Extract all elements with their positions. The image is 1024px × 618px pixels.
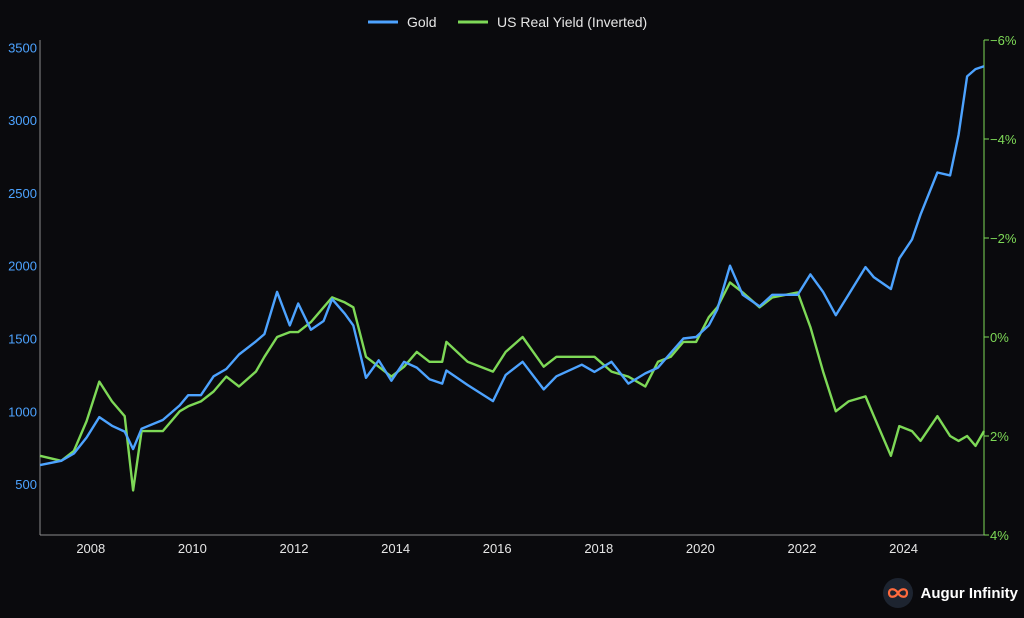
axes [39, 40, 985, 536]
y-right-tick-label: −6% [990, 33, 1017, 48]
x-tick-label: 2008 [76, 541, 105, 556]
legend-item-real-yield: US Real Yield (Inverted) [458, 14, 647, 30]
x-tick-label: 2016 [483, 541, 512, 556]
x-tick-label: 2012 [280, 541, 309, 556]
x-axis-ticks: 2008 2010 2012 2014 2016 2018 2020 2022 2024 [76, 541, 918, 556]
x-tick-label: 2018 [584, 541, 613, 556]
y-left-tick-label: 1500 [8, 331, 37, 346]
y-right-tick-label: −2% [990, 231, 1017, 246]
series-line-real-yield [39, 281, 986, 492]
y-left-tick-label: 1000 [8, 404, 37, 419]
y-axis-left-ticks: 500 1000 1500 2000 2500 3000 3500 [8, 40, 37, 492]
y-axis-right-ticks: −6% −4% −2% 0% 2% 4% [984, 33, 1017, 543]
y-left-tick-label: 3000 [8, 113, 37, 128]
infinity-logo-icon [882, 578, 913, 608]
watermark-text: Augur Infinity [920, 584, 1019, 602]
x-tick-label: 2014 [381, 541, 410, 556]
legend-label-gold: Gold [407, 14, 437, 30]
legend-item-gold: Gold [368, 14, 437, 30]
y-right-tick-label: 2% [990, 429, 1009, 444]
y-left-tick-label: 2000 [8, 259, 37, 274]
series-lines [39, 65, 986, 492]
y-left-tick-label: 2500 [8, 186, 37, 201]
y-right-tick-label: −4% [990, 132, 1017, 147]
watermark: Augur Infinity [882, 578, 1019, 608]
y-right-tick-label: 0% [990, 330, 1009, 345]
x-tick-label: 2024 [889, 541, 918, 556]
y-left-tick-label: 3500 [8, 40, 37, 55]
y-left-tick-label: 500 [15, 477, 37, 492]
x-tick-label: 2020 [686, 541, 715, 556]
legend: Gold US Real Yield (Inverted) [368, 14, 647, 30]
legend-label-real-yield: US Real Yield (Inverted) [497, 14, 647, 30]
y-right-tick-label: 4% [990, 528, 1009, 543]
x-tick-label: 2022 [788, 541, 817, 556]
x-tick-label: 2010 [178, 541, 207, 556]
series-line-gold [39, 65, 985, 467]
